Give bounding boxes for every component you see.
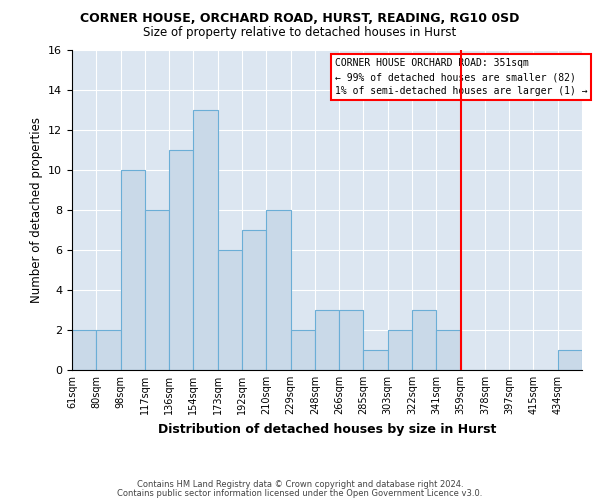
Bar bbox=[121, 170, 145, 370]
Bar bbox=[388, 330, 412, 370]
Bar bbox=[242, 230, 266, 370]
Text: Contains HM Land Registry data © Crown copyright and database right 2024.: Contains HM Land Registry data © Crown c… bbox=[137, 480, 463, 489]
Bar bbox=[193, 110, 218, 370]
Bar bbox=[266, 210, 290, 370]
Bar bbox=[72, 330, 96, 370]
Bar bbox=[290, 330, 315, 370]
Bar bbox=[96, 330, 121, 370]
Bar bbox=[145, 210, 169, 370]
Bar bbox=[364, 350, 388, 370]
Text: CORNER HOUSE ORCHARD ROAD: 351sqm
← 99% of detached houses are smaller (82)
1% o: CORNER HOUSE ORCHARD ROAD: 351sqm ← 99% … bbox=[335, 58, 587, 96]
Y-axis label: Number of detached properties: Number of detached properties bbox=[29, 117, 43, 303]
X-axis label: Distribution of detached houses by size in Hurst: Distribution of detached houses by size … bbox=[158, 422, 496, 436]
Bar bbox=[558, 350, 582, 370]
Bar bbox=[412, 310, 436, 370]
Text: CORNER HOUSE, ORCHARD ROAD, HURST, READING, RG10 0SD: CORNER HOUSE, ORCHARD ROAD, HURST, READI… bbox=[80, 12, 520, 26]
Text: Size of property relative to detached houses in Hurst: Size of property relative to detached ho… bbox=[143, 26, 457, 39]
Bar bbox=[169, 150, 193, 370]
Bar bbox=[218, 250, 242, 370]
Bar bbox=[315, 310, 339, 370]
Text: Contains public sector information licensed under the Open Government Licence v3: Contains public sector information licen… bbox=[118, 488, 482, 498]
Bar bbox=[436, 330, 461, 370]
Bar bbox=[339, 310, 364, 370]
